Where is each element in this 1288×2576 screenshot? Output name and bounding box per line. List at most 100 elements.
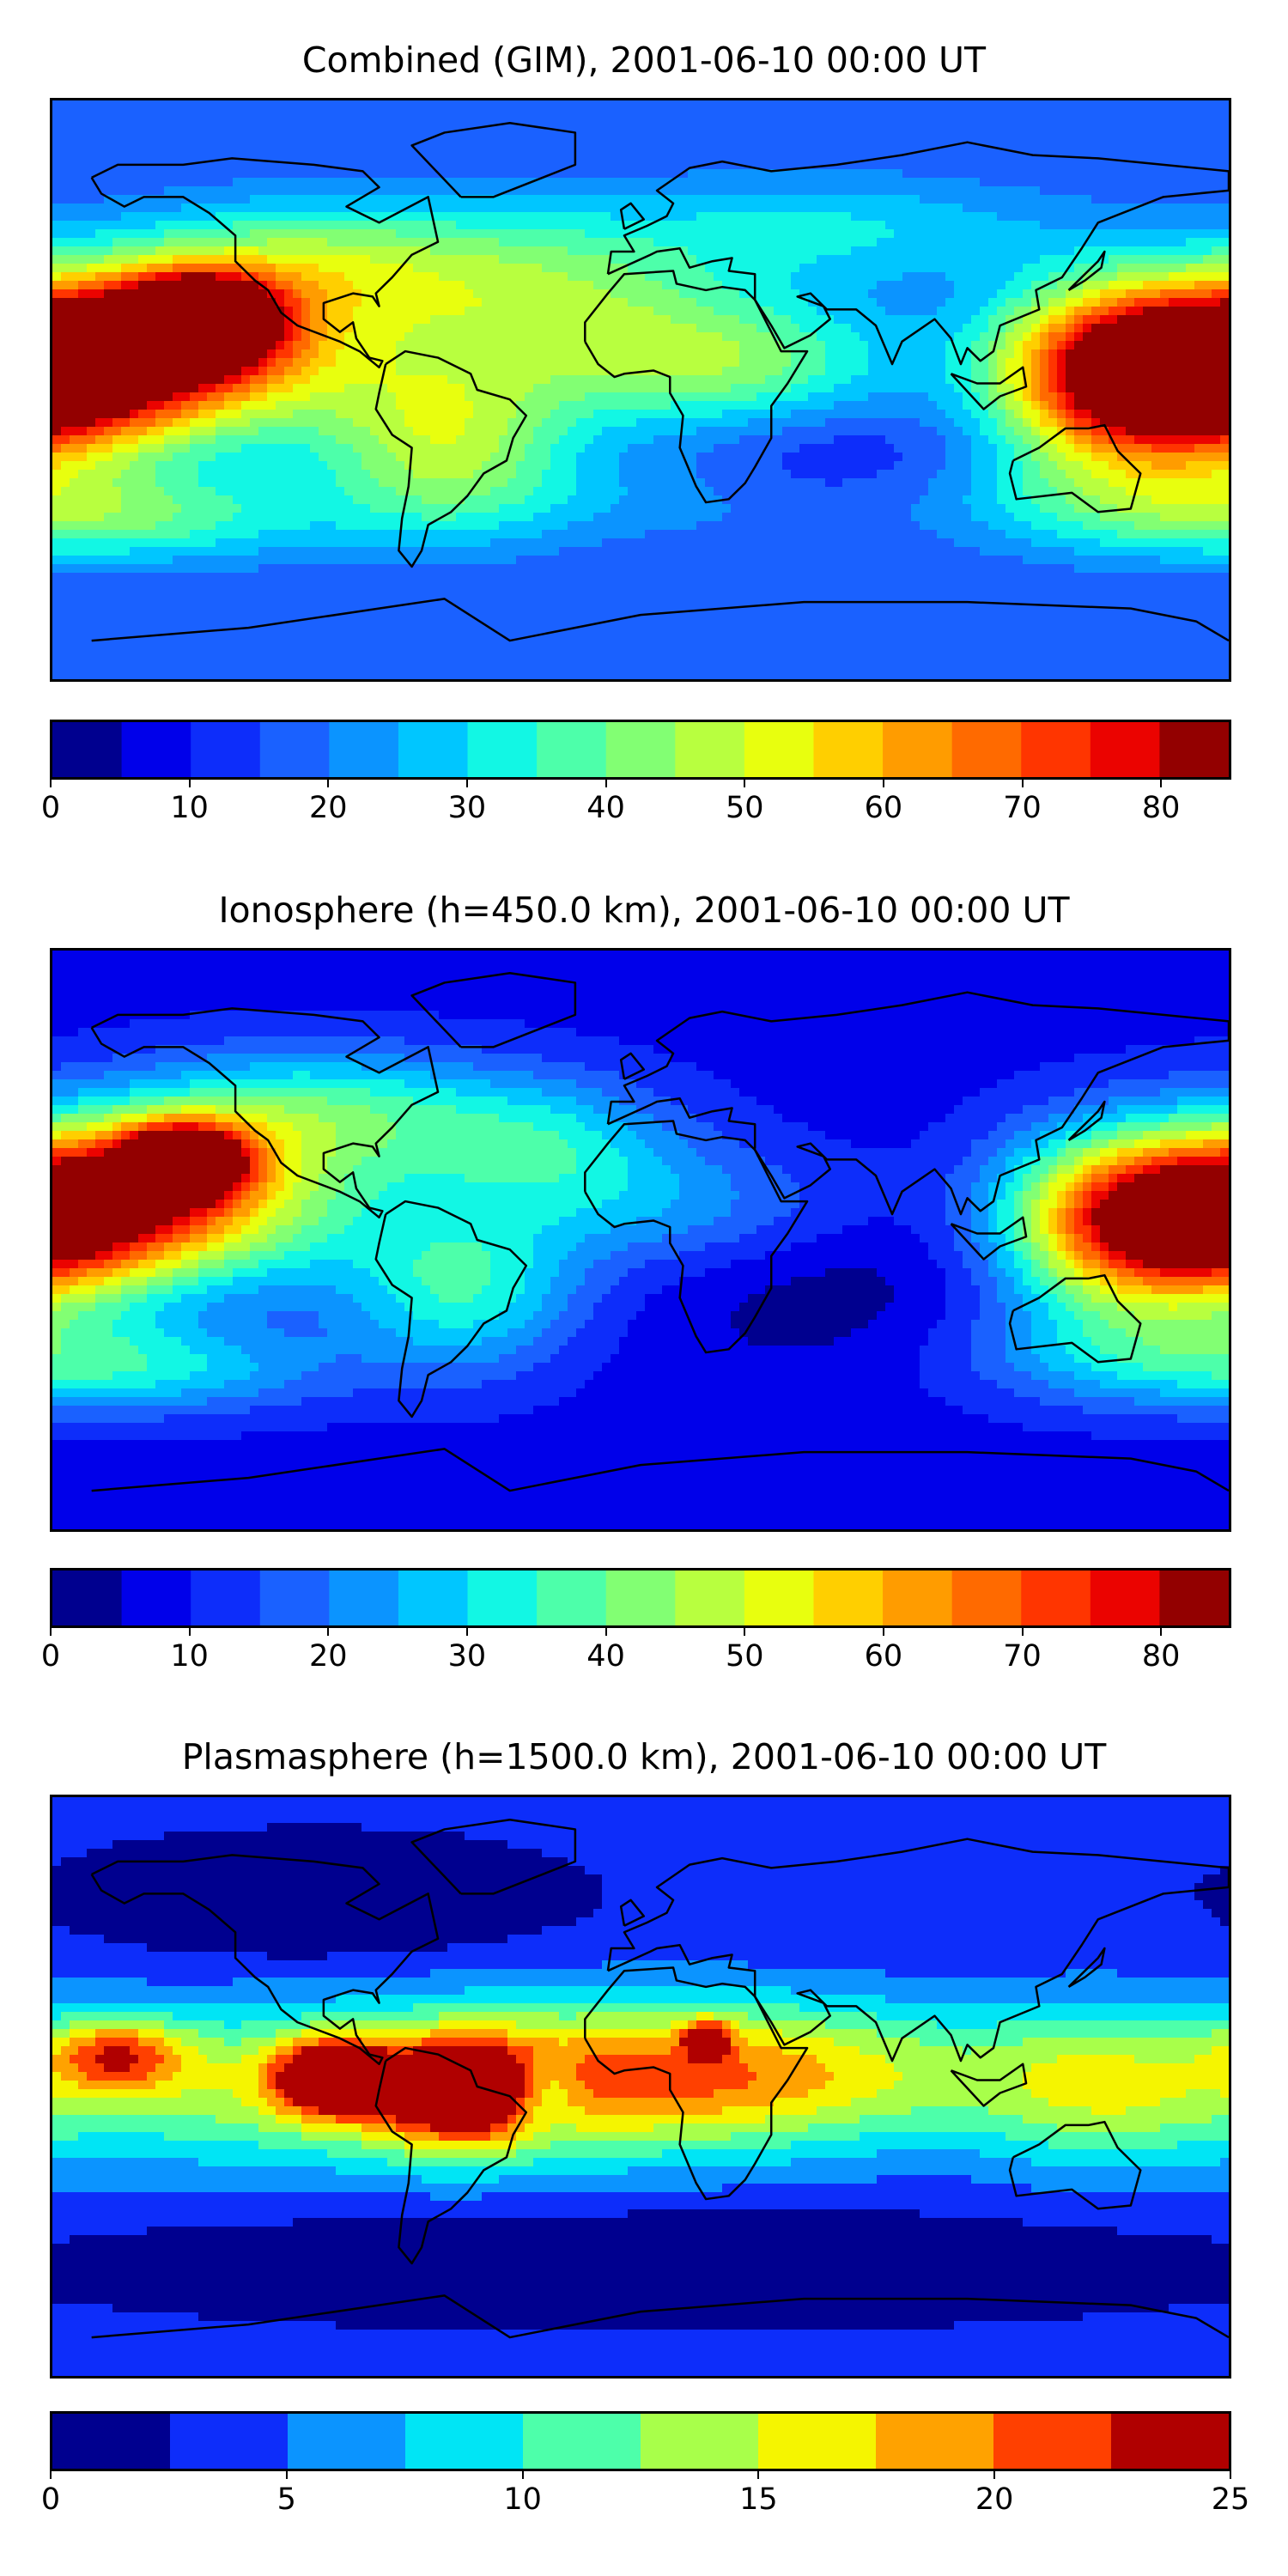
heatmap-cell <box>250 281 259 290</box>
heatmap-cell <box>1220 195 1229 204</box>
heatmap-cell <box>121 332 131 342</box>
heatmap-cell <box>1109 315 1118 325</box>
heatmap-cell <box>1212 401 1221 410</box>
heatmap-cell <box>868 384 878 393</box>
heatmap-cell <box>258 392 268 402</box>
heatmap-cell <box>1203 195 1212 204</box>
heatmap-cell <box>765 375 775 385</box>
heatmap-cell <box>1203 315 1212 325</box>
heatmap-cell <box>155 100 165 110</box>
heatmap-cell <box>911 212 920 222</box>
heatmap-cell <box>241 161 251 170</box>
heatmap-cell <box>482 126 491 136</box>
heatmap-cell <box>104 315 113 325</box>
heatmap-cell <box>585 367 594 376</box>
heatmap-cell <box>911 143 920 153</box>
heatmap-cell <box>688 264 697 273</box>
heatmap-cell <box>465 238 474 247</box>
heatmap-cell <box>301 341 311 350</box>
heatmap-cell <box>1117 204 1127 213</box>
heatmap-cell <box>902 401 912 410</box>
heatmap-cell <box>344 367 354 376</box>
heatmap-cell <box>155 135 165 144</box>
heatmap-cell <box>207 118 216 127</box>
heatmap-cell <box>61 255 70 264</box>
heatmap-cell <box>1091 367 1101 376</box>
heatmap-cell <box>980 307 989 316</box>
heatmap-cell <box>774 264 783 273</box>
heatmap-cell <box>731 392 740 402</box>
heatmap-cell <box>396 229 405 239</box>
heatmap-cell <box>439 118 448 127</box>
heatmap-cell <box>877 307 886 316</box>
heatmap-cell <box>198 118 208 127</box>
heatmap-cell <box>1160 221 1170 230</box>
heatmap-cell <box>1126 169 1135 179</box>
heatmap-cell <box>224 307 234 316</box>
heatmap-cell <box>765 118 775 127</box>
heatmap-cell <box>1220 281 1229 290</box>
heatmap-cell <box>559 204 568 213</box>
heatmap-cell <box>679 392 689 402</box>
heatmap-cell <box>216 212 225 222</box>
heatmap-cell <box>198 212 208 222</box>
heatmap-cell <box>722 186 732 196</box>
heatmap-cell <box>379 410 388 419</box>
heatmap-cell <box>911 126 920 136</box>
heatmap-cell <box>78 384 88 393</box>
heatmap-cell <box>568 341 577 350</box>
heatmap-cell <box>714 401 723 410</box>
heatmap-cell <box>1177 186 1187 196</box>
heatmap-cell <box>439 315 448 325</box>
heatmap-cell <box>70 358 79 368</box>
heatmap-cell <box>774 135 783 144</box>
heatmap-cell <box>130 204 139 213</box>
heatmap-cell <box>258 152 268 161</box>
heatmap-cell <box>731 100 740 110</box>
heatmap-cell <box>851 375 860 385</box>
heatmap-cell <box>645 384 654 393</box>
heatmap-cell <box>353 384 362 393</box>
heatmap-cell <box>696 264 706 273</box>
heatmap-cell <box>301 392 311 402</box>
heatmap-cell <box>198 161 208 170</box>
heatmap-cell <box>233 281 242 290</box>
heatmap-cell <box>525 358 534 368</box>
heatmap-cell <box>413 264 422 273</box>
heatmap-cell <box>216 186 225 196</box>
heatmap-cell <box>945 229 955 239</box>
heatmap-cell <box>636 281 646 290</box>
heatmap-cell <box>525 324 534 333</box>
heatmap-cell <box>1143 349 1152 359</box>
heatmap-cell <box>945 169 955 179</box>
heatmap-cell <box>1074 264 1084 273</box>
heatmap-cell <box>1031 401 1041 410</box>
heatmap-cell <box>353 298 362 307</box>
heatmap-cell <box>525 161 534 170</box>
heatmap-cell <box>1143 152 1152 161</box>
heatmap-cell <box>78 255 88 264</box>
heatmap-cell <box>902 161 912 170</box>
heatmap-cell <box>885 143 895 153</box>
heatmap-cell <box>868 358 878 368</box>
heatmap-cell <box>542 315 551 325</box>
heatmap-cell <box>894 109 903 118</box>
heatmap-cell <box>456 238 465 247</box>
heatmap-cell <box>1057 375 1066 385</box>
heatmap-cell <box>971 255 981 264</box>
heatmap-cell <box>782 281 792 290</box>
heatmap-cell <box>336 298 345 307</box>
heatmap-cell <box>963 229 972 239</box>
heatmap-cell <box>653 289 663 299</box>
heatmap-cell <box>971 118 981 127</box>
heatmap-cell <box>447 135 457 144</box>
heatmap-cell <box>825 221 835 230</box>
heatmap-cell <box>258 238 268 247</box>
heatmap-cell <box>568 272 577 282</box>
heatmap-cell <box>198 126 208 136</box>
heatmap-cell <box>533 238 543 247</box>
heatmap-cell <box>104 126 113 136</box>
heatmap-cell <box>499 349 508 359</box>
heatmap-cell <box>130 332 139 342</box>
heatmap-cell <box>216 384 225 393</box>
